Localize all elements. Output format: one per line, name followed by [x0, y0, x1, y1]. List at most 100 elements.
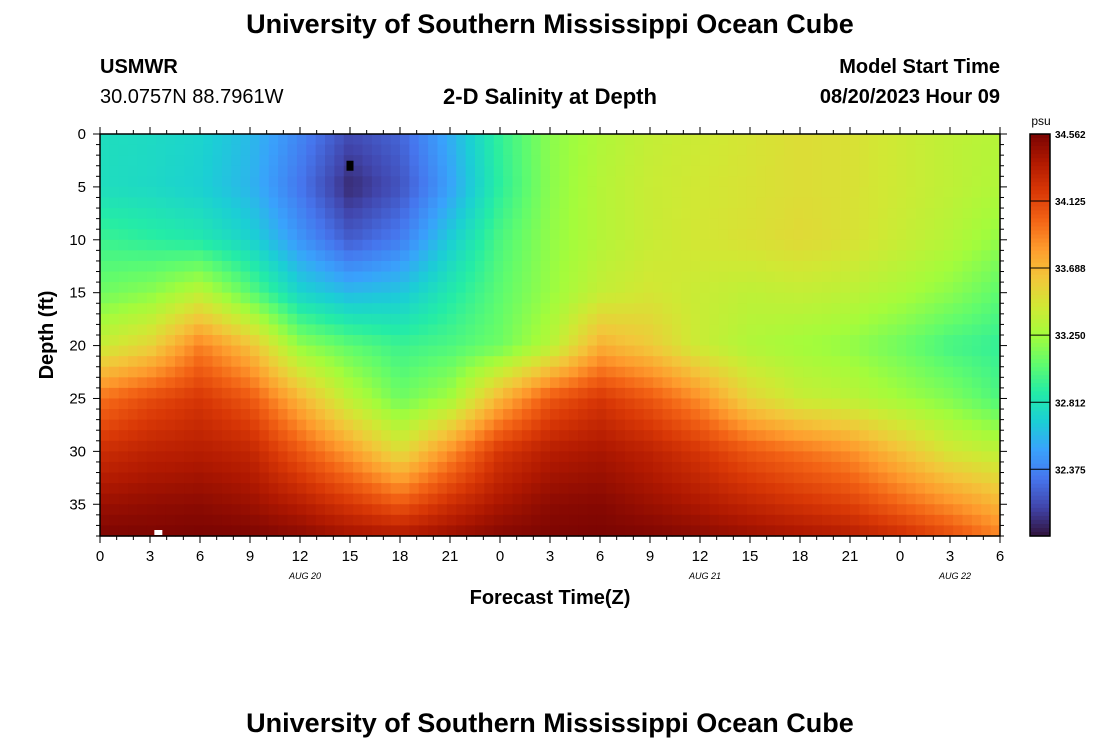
heatmap-cell — [653, 176, 664, 188]
heatmap-cell — [231, 313, 242, 326]
heatmap-cell — [203, 377, 214, 389]
heatmap-cell — [437, 461, 448, 474]
colorbar-segment — [1030, 459, 1050, 465]
heatmap-cell — [934, 398, 945, 410]
heatmap-cell — [315, 440, 326, 452]
colorbar-segment — [1030, 222, 1050, 228]
heatmap-cell — [475, 165, 485, 177]
heatmap-cell — [503, 282, 514, 294]
heatmap-cell — [353, 366, 364, 378]
heatmap-cell — [821, 430, 832, 442]
heatmap-cell — [231, 134, 242, 146]
heatmap-cell — [268, 514, 279, 527]
heatmap-cell — [962, 292, 973, 304]
heatmap-cell — [165, 387, 176, 400]
heatmap-cell — [709, 324, 720, 336]
heatmap-cell — [831, 260, 842, 273]
heatmap-cell — [203, 229, 214, 241]
heatmap-cell — [428, 303, 439, 315]
heatmap-cell — [259, 186, 270, 199]
heatmap-cell — [353, 419, 364, 431]
heatmap-cell — [765, 398, 776, 410]
heatmap-cell — [559, 282, 570, 294]
heatmap-cell — [203, 208, 214, 220]
heatmap-cell — [943, 229, 954, 241]
heatmap-cell — [643, 282, 654, 294]
heatmap-cell — [756, 366, 767, 378]
heatmap-cell — [184, 461, 195, 474]
heatmap-cell — [409, 313, 420, 326]
heatmap-cell — [259, 260, 270, 273]
heatmap-cell — [287, 239, 298, 251]
heatmap-cell — [615, 229, 626, 241]
heatmap-cell — [390, 208, 401, 220]
heatmap-cell — [371, 197, 382, 209]
heatmap-cell — [784, 134, 795, 146]
heatmap-cell — [278, 335, 289, 347]
heatmap-cell — [231, 504, 242, 516]
heatmap-cell — [484, 419, 495, 431]
heatmap-cell — [400, 303, 410, 315]
heatmap-cell — [690, 483, 701, 495]
heatmap-cell — [165, 218, 176, 230]
heatmap-cell — [418, 176, 429, 188]
heatmap-cell — [231, 282, 242, 294]
heatmap-cell — [831, 493, 842, 505]
heatmap-cell — [953, 483, 964, 495]
heatmap-cell — [362, 387, 373, 400]
heatmap-cell — [615, 282, 626, 294]
heatmap-cell — [850, 144, 860, 156]
heatmap-cell — [428, 229, 439, 241]
colorbar-segment — [1030, 242, 1050, 248]
heatmap-cell — [812, 218, 823, 230]
heatmap-cell — [550, 165, 560, 177]
heatmap-cell — [231, 398, 242, 410]
heatmap-cell — [175, 345, 185, 357]
heatmap-cell — [306, 461, 317, 474]
heatmap-cell — [493, 197, 504, 209]
colorbar-segment — [1030, 294, 1050, 300]
heatmap-cell — [231, 366, 242, 378]
heatmap-cell — [793, 504, 804, 516]
heatmap-cell — [690, 387, 701, 400]
heatmap-cell — [503, 303, 514, 315]
heatmap-cell — [821, 186, 832, 199]
heatmap-cell — [896, 271, 907, 283]
heatmap-cell — [334, 144, 345, 156]
heatmap-cell — [521, 313, 532, 326]
heatmap-cell — [831, 430, 842, 442]
heatmap-cell — [953, 440, 964, 452]
heatmap-cell — [512, 461, 523, 474]
heatmap-cell — [165, 208, 176, 220]
heatmap-cell — [962, 483, 973, 495]
heatmap-cell — [362, 398, 373, 410]
heatmap-cell — [165, 504, 176, 516]
heatmap-cell — [109, 440, 120, 452]
heatmap-cell — [868, 134, 879, 146]
heatmap-cell — [700, 356, 710, 368]
heatmap-cell — [962, 324, 973, 336]
heatmap-cell — [343, 451, 354, 463]
heatmap-cell — [878, 218, 889, 230]
heatmap-cell — [990, 366, 1001, 378]
heatmap-cell — [268, 186, 279, 199]
heatmap-cell — [981, 504, 992, 516]
heatmap-cell — [128, 144, 139, 156]
colorbar-segment — [1030, 383, 1050, 388]
heatmap-cell — [596, 229, 607, 241]
heatmap-cell — [718, 483, 729, 495]
heatmap-cell — [381, 345, 392, 357]
heatmap-cell — [437, 208, 448, 220]
heatmap-cell — [962, 493, 973, 505]
heatmap-cell — [250, 335, 260, 347]
heatmap-cell — [184, 493, 195, 505]
heatmap-cell — [671, 155, 682, 167]
heatmap-cell — [465, 409, 476, 421]
heatmap-cell — [362, 260, 373, 273]
heatmap-cell — [306, 356, 317, 368]
heatmap-cell — [212, 377, 223, 389]
heatmap-cell — [840, 377, 851, 389]
heatmap-cell — [615, 514, 626, 527]
heatmap-cell — [315, 377, 326, 389]
heatmap-cell — [953, 292, 964, 304]
